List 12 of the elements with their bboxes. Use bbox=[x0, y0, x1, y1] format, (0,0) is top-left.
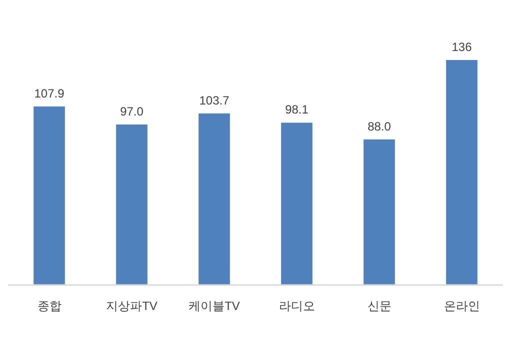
data-label: 97.0 bbox=[120, 104, 144, 119]
data-label: 98.1 bbox=[285, 102, 309, 117]
x-tick-label: 라디오 bbox=[278, 299, 315, 313]
x-tick-label: 온라인 bbox=[444, 299, 480, 313]
data-label: 136 bbox=[452, 40, 472, 54]
x-tick-label: 종합 bbox=[37, 299, 62, 313]
x-tick-label: 지상파TV bbox=[106, 299, 158, 313]
x-tick-label: 케이블TV bbox=[188, 299, 240, 313]
data-label: 88.0 bbox=[368, 119, 392, 134]
data-label: 107.9 bbox=[34, 86, 65, 100]
data-label: 103.7 bbox=[199, 93, 230, 108]
x-tick-label: 신문 bbox=[367, 299, 392, 313]
